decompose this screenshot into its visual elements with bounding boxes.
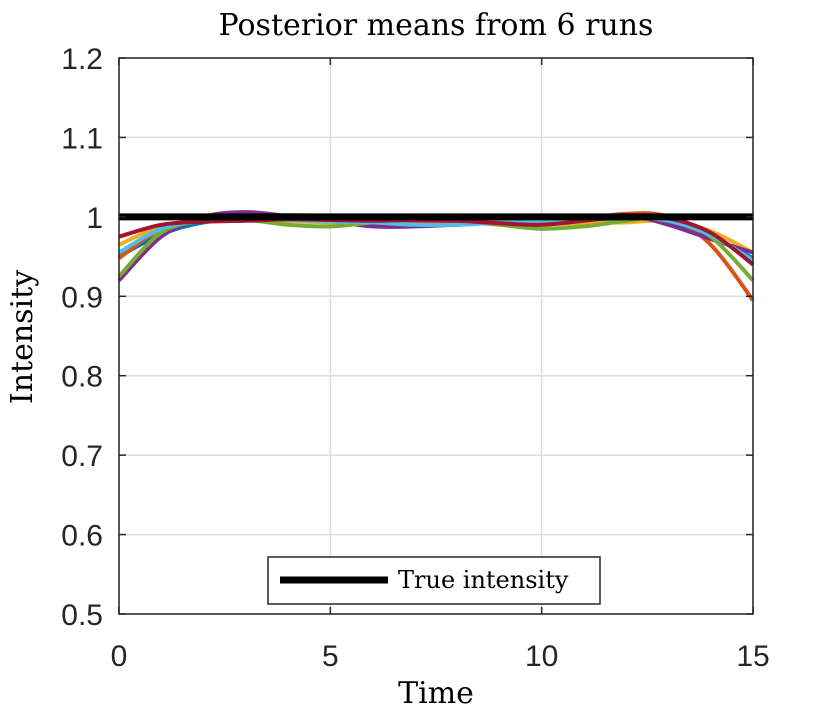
y-tick-label: 0.8 — [61, 361, 103, 394]
y-tick-label: 0.7 — [61, 440, 103, 473]
chart-title: Posterior means from 6 runs — [219, 8, 654, 43]
axes: 0 5 10 15 0.5 0.6 0.7 0.8 0.9 1 1.1 1.2 — [61, 43, 769, 673]
y-tick-label: 0.6 — [61, 520, 103, 553]
plot-area — [119, 58, 753, 614]
y-tick-label: 1.1 — [61, 122, 103, 155]
x-tick-label: 0 — [111, 640, 128, 673]
y-axis-label: Intensity — [5, 270, 40, 404]
grid — [118, 57, 754, 615]
x-tick-label: 15 — [736, 640, 769, 673]
plot-frame — [118, 57, 754, 615]
y-tick-label: 1 — [86, 202, 103, 235]
legend-label-true-intensity: True intensity — [398, 566, 569, 594]
y-tick-label: 0.9 — [61, 281, 103, 314]
x-tick-label: 10 — [525, 640, 558, 673]
y-tick-label: 0.5 — [61, 599, 103, 632]
series-layer — [117, 210, 755, 302]
x-axis-label: Time — [398, 676, 474, 711]
legend: True intensity — [267, 556, 601, 605]
x-tick-label: 5 — [322, 640, 339, 673]
y-tick-label: 1.2 — [61, 43, 103, 76]
